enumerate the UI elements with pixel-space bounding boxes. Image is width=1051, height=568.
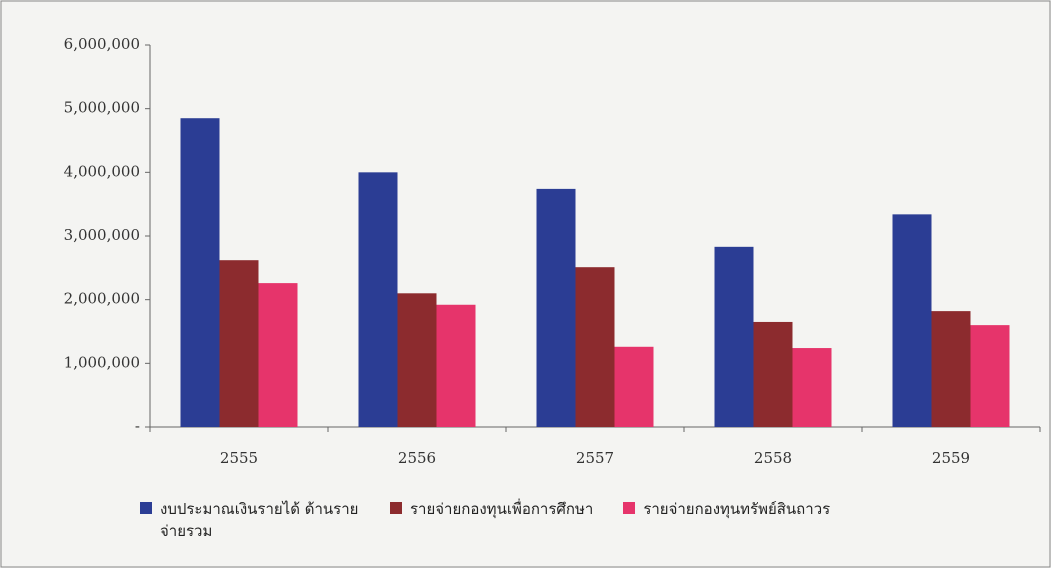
bar bbox=[970, 325, 1010, 427]
legend-swatch bbox=[390, 502, 402, 514]
x-tick-label: 2557 bbox=[576, 449, 614, 467]
legend-swatch bbox=[140, 502, 152, 514]
legend-item: รายจ่ายกองทุนเพื่อการศึกษา bbox=[390, 498, 593, 542]
legend-label: รายจ่ายกองทุนเพื่อการศึกษา bbox=[410, 500, 594, 518]
bar bbox=[258, 283, 298, 427]
bar bbox=[753, 321, 793, 427]
legend-label: รายจ่ายกองทุนทรัพย์สินถาวร bbox=[643, 500, 831, 518]
legend-item: งบประมาณเงินรายได้ ด้านรายจ่ายรวม bbox=[140, 498, 360, 542]
legend: งบประมาณเงินรายได้ ด้านรายจ่ายรวม รายจ่าย… bbox=[140, 498, 830, 542]
bar bbox=[436, 304, 476, 427]
bar bbox=[536, 188, 576, 427]
y-tick-label: 6,000,000 bbox=[64, 35, 140, 53]
bar bbox=[180, 118, 220, 427]
bar bbox=[792, 348, 832, 427]
bar bbox=[614, 346, 654, 427]
bar bbox=[397, 293, 437, 427]
y-tick-label: 3,000,000 bbox=[64, 226, 140, 244]
bar bbox=[219, 260, 259, 427]
legend-swatch bbox=[623, 502, 636, 514]
x-tick-label: 2555 bbox=[220, 449, 258, 467]
bar bbox=[358, 172, 398, 427]
x-tick-label: 2558 bbox=[754, 449, 792, 467]
bar bbox=[892, 214, 932, 427]
y-tick-label: - bbox=[135, 417, 140, 435]
bar bbox=[931, 311, 971, 427]
x-tick-label: 2559 bbox=[932, 449, 970, 467]
x-tick-label: 2556 bbox=[398, 449, 436, 467]
y-tick-label: 5,000,000 bbox=[64, 99, 140, 117]
y-tick-label: 2,000,000 bbox=[64, 290, 140, 308]
y-tick-label: 1,000,000 bbox=[64, 353, 140, 371]
legend-label: งบประมาณเงินรายได้ ด้านรายจ่ายรวม bbox=[160, 500, 359, 540]
bar bbox=[714, 246, 754, 427]
bar bbox=[575, 267, 615, 427]
y-tick-label: 4,000,000 bbox=[64, 162, 140, 180]
legend-item: รายจ่ายกองทุนทรัพย์สินถาวร bbox=[623, 498, 830, 542]
